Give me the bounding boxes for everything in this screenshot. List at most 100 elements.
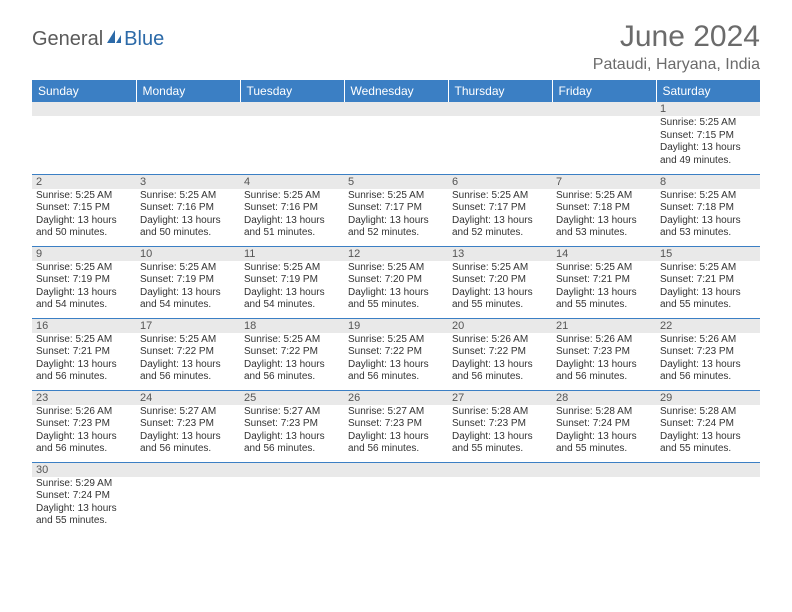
col-sunday: Sunday	[32, 80, 136, 102]
sunrise-text: Sunrise: 5:25 AM	[348, 262, 444, 275]
sunset-text: Sunset: 7:22 PM	[244, 346, 340, 359]
day-detail: Sunrise: 5:26 AMSunset: 7:23 PMDaylight:…	[32, 405, 136, 458]
daylight-text: Daylight: 13 hours and 56 minutes.	[244, 359, 340, 384]
sunset-text: Sunset: 7:21 PM	[660, 274, 756, 287]
daylight-text: Daylight: 13 hours and 53 minutes.	[660, 215, 756, 240]
calendar-cell: 7Sunrise: 5:25 AMSunset: 7:18 PMDaylight…	[552, 174, 656, 246]
col-saturday: Saturday	[656, 80, 760, 102]
calendar-cell: 29Sunrise: 5:28 AMSunset: 7:24 PMDayligh…	[656, 390, 760, 462]
day-number-empty	[656, 463, 760, 477]
sunset-text: Sunset: 7:18 PM	[660, 202, 756, 215]
sunset-text: Sunset: 7:20 PM	[348, 274, 444, 287]
sunset-text: Sunset: 7:17 PM	[348, 202, 444, 215]
sunset-text: Sunset: 7:24 PM	[660, 418, 756, 431]
sunrise-text: Sunrise: 5:28 AM	[556, 406, 652, 419]
sunrise-text: Sunrise: 5:25 AM	[556, 190, 652, 203]
day-detail: Sunrise: 5:25 AMSunset: 7:15 PMDaylight:…	[656, 116, 760, 169]
sunrise-text: Sunrise: 5:25 AM	[36, 334, 132, 347]
day-number: 11	[240, 247, 344, 261]
calendar-cell	[552, 102, 656, 174]
sunset-text: Sunset: 7:24 PM	[36, 490, 132, 503]
sunset-text: Sunset: 7:19 PM	[244, 274, 340, 287]
daylight-text: Daylight: 13 hours and 55 minutes.	[36, 503, 132, 528]
sunrise-text: Sunrise: 5:28 AM	[660, 406, 756, 419]
calendar-body: 1Sunrise: 5:25 AMSunset: 7:15 PMDaylight…	[32, 102, 760, 534]
calendar-cell: 18Sunrise: 5:25 AMSunset: 7:22 PMDayligh…	[240, 318, 344, 390]
sunrise-text: Sunrise: 5:26 AM	[660, 334, 756, 347]
day-number-empty	[240, 463, 344, 477]
col-wednesday: Wednesday	[344, 80, 448, 102]
day-number: 26	[344, 391, 448, 405]
calendar-cell: 21Sunrise: 5:26 AMSunset: 7:23 PMDayligh…	[552, 318, 656, 390]
sunset-text: Sunset: 7:23 PM	[244, 418, 340, 431]
day-number: 23	[32, 391, 136, 405]
calendar-cell: 9Sunrise: 5:25 AMSunset: 7:19 PMDaylight…	[32, 246, 136, 318]
daylight-text: Daylight: 13 hours and 55 minutes.	[452, 287, 548, 312]
sunrise-text: Sunrise: 5:27 AM	[244, 406, 340, 419]
daylight-text: Daylight: 13 hours and 52 minutes.	[452, 215, 548, 240]
calendar-cell: 14Sunrise: 5:25 AMSunset: 7:21 PMDayligh…	[552, 246, 656, 318]
calendar-cell: 11Sunrise: 5:25 AMSunset: 7:19 PMDayligh…	[240, 246, 344, 318]
col-tuesday: Tuesday	[240, 80, 344, 102]
location-subtitle: Pataudi, Haryana, India	[593, 56, 760, 74]
sunrise-text: Sunrise: 5:26 AM	[556, 334, 652, 347]
sunrise-text: Sunrise: 5:25 AM	[556, 262, 652, 275]
calendar-cell	[448, 102, 552, 174]
sunrise-text: Sunrise: 5:25 AM	[660, 117, 756, 130]
day-detail: Sunrise: 5:25 AMSunset: 7:19 PMDaylight:…	[240, 261, 344, 314]
sunset-text: Sunset: 7:15 PM	[660, 130, 756, 143]
calendar-cell	[240, 462, 344, 534]
day-detail: Sunrise: 5:26 AMSunset: 7:23 PMDaylight:…	[656, 333, 760, 386]
sunrise-text: Sunrise: 5:26 AM	[452, 334, 548, 347]
day-number-empty	[240, 102, 344, 116]
sunset-text: Sunset: 7:17 PM	[452, 202, 548, 215]
day-detail: Sunrise: 5:28 AMSunset: 7:24 PMDaylight:…	[656, 405, 760, 458]
daylight-text: Daylight: 13 hours and 54 minutes.	[140, 287, 236, 312]
sunrise-text: Sunrise: 5:25 AM	[244, 334, 340, 347]
daylight-text: Daylight: 13 hours and 56 minutes.	[452, 359, 548, 384]
sunrise-text: Sunrise: 5:25 AM	[452, 190, 548, 203]
day-detail: Sunrise: 5:25 AMSunset: 7:16 PMDaylight:…	[136, 189, 240, 242]
calendar-cell: 15Sunrise: 5:25 AMSunset: 7:21 PMDayligh…	[656, 246, 760, 318]
sunset-text: Sunset: 7:23 PM	[556, 346, 652, 359]
calendar-cell: 28Sunrise: 5:28 AMSunset: 7:24 PMDayligh…	[552, 390, 656, 462]
daylight-text: Daylight: 13 hours and 55 minutes.	[348, 287, 444, 312]
daylight-text: Daylight: 13 hours and 52 minutes.	[348, 215, 444, 240]
day-number: 9	[32, 247, 136, 261]
day-number: 13	[448, 247, 552, 261]
calendar-table: Sunday Monday Tuesday Wednesday Thursday…	[32, 80, 760, 534]
daylight-text: Daylight: 13 hours and 56 minutes.	[140, 431, 236, 456]
day-number: 5	[344, 175, 448, 189]
col-monday: Monday	[136, 80, 240, 102]
day-detail: Sunrise: 5:25 AMSunset: 7:21 PMDaylight:…	[552, 261, 656, 314]
day-number: 2	[32, 175, 136, 189]
sunset-text: Sunset: 7:15 PM	[36, 202, 132, 215]
sunset-text: Sunset: 7:16 PM	[140, 202, 236, 215]
sunrise-text: Sunrise: 5:25 AM	[36, 190, 132, 203]
day-number: 15	[656, 247, 760, 261]
sunset-text: Sunset: 7:23 PM	[36, 418, 132, 431]
weekday-header-row: Sunday Monday Tuesday Wednesday Thursday…	[32, 80, 760, 102]
day-detail: Sunrise: 5:26 AMSunset: 7:22 PMDaylight:…	[448, 333, 552, 386]
calendar-cell: 26Sunrise: 5:27 AMSunset: 7:23 PMDayligh…	[344, 390, 448, 462]
day-number: 7	[552, 175, 656, 189]
day-detail: Sunrise: 5:28 AMSunset: 7:24 PMDaylight:…	[552, 405, 656, 458]
calendar-cell: 5Sunrise: 5:25 AMSunset: 7:17 PMDaylight…	[344, 174, 448, 246]
day-detail: Sunrise: 5:26 AMSunset: 7:23 PMDaylight:…	[552, 333, 656, 386]
sunrise-text: Sunrise: 5:27 AM	[348, 406, 444, 419]
day-number-empty	[448, 102, 552, 116]
sunset-text: Sunset: 7:23 PM	[660, 346, 756, 359]
calendar-cell: 16Sunrise: 5:25 AMSunset: 7:21 PMDayligh…	[32, 318, 136, 390]
sunset-text: Sunset: 7:20 PM	[452, 274, 548, 287]
calendar-cell	[344, 102, 448, 174]
day-detail: Sunrise: 5:25 AMSunset: 7:20 PMDaylight:…	[344, 261, 448, 314]
calendar-cell	[136, 462, 240, 534]
day-detail: Sunrise: 5:25 AMSunset: 7:17 PMDaylight:…	[448, 189, 552, 242]
calendar-cell	[240, 102, 344, 174]
daylight-text: Daylight: 13 hours and 56 minutes.	[348, 359, 444, 384]
calendar-row: 30Sunrise: 5:29 AMSunset: 7:24 PMDayligh…	[32, 462, 760, 534]
day-number: 18	[240, 319, 344, 333]
logo-part1: General	[32, 28, 103, 51]
sunrise-text: Sunrise: 5:25 AM	[348, 190, 444, 203]
title-block: June 2024 Pataudi, Haryana, India	[593, 20, 760, 74]
